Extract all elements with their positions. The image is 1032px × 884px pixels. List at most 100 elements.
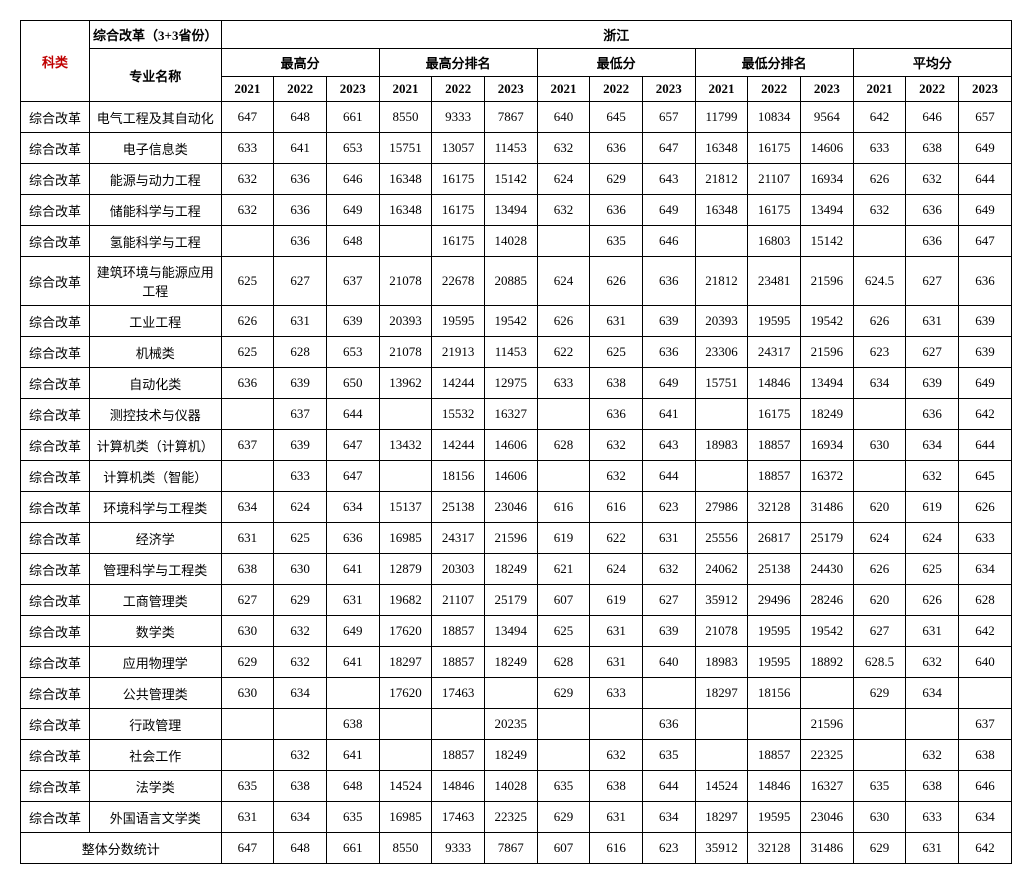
cell-value: 637 — [221, 430, 274, 461]
cell-value: 639 — [274, 430, 327, 461]
cell-value: 630 — [221, 678, 274, 709]
cell-value: 16175 — [748, 133, 801, 164]
cell-value: 631 — [590, 616, 643, 647]
cell-value: 15142 — [800, 226, 853, 257]
cell-value: 16803 — [748, 226, 801, 257]
cell-value: 14606 — [484, 430, 537, 461]
cell-value — [853, 740, 906, 771]
table-row: 综合改革工业工程62663163920393195951954262663163… — [21, 306, 1012, 337]
cell-value: 636 — [906, 399, 959, 430]
cell-value: 11799 — [695, 102, 748, 133]
cell-value: 629 — [274, 585, 327, 616]
cell-major: 自动化类 — [89, 368, 221, 399]
cell-value: 633 — [274, 461, 327, 492]
header-group-0: 最高分 — [221, 49, 379, 77]
cell-value: 17463 — [432, 802, 485, 833]
table-row: 综合改革能源与动力工程63263664616348161751514262462… — [21, 164, 1012, 195]
cell-value — [326, 678, 379, 709]
cell-value: 15137 — [379, 492, 432, 523]
cell-value: 27986 — [695, 492, 748, 523]
header-province: 浙江 — [221, 21, 1011, 49]
cell-value: 14606 — [484, 461, 537, 492]
cell-value: 623 — [642, 492, 695, 523]
cell-major: 能源与动力工程 — [89, 164, 221, 195]
cell-value: 626 — [853, 554, 906, 585]
cell-value: 634 — [959, 802, 1012, 833]
cell-major: 外国语言文学类 — [89, 802, 221, 833]
cell-value: 8550 — [379, 833, 432, 864]
cell-value: 644 — [642, 771, 695, 802]
cell-value — [537, 740, 590, 771]
cell-value: 14028 — [484, 226, 537, 257]
cell-value: 18983 — [695, 647, 748, 678]
cell-value: 633 — [959, 523, 1012, 554]
cell-value — [748, 709, 801, 740]
cell-value: 14846 — [748, 771, 801, 802]
cell-value: 632 — [537, 195, 590, 226]
cell-major: 测控技术与仪器 — [89, 399, 221, 430]
cell-value: 631 — [590, 306, 643, 337]
cell-value: 607 — [537, 585, 590, 616]
cell-value: 616 — [590, 833, 643, 864]
header-year: 2023 — [800, 77, 853, 102]
cell-value: 622 — [590, 523, 643, 554]
table-row: 综合改革环境科学与工程类6346246341513725138230466166… — [21, 492, 1012, 523]
cell-value: 626 — [590, 257, 643, 306]
cell-value: 639 — [959, 337, 1012, 368]
cell-value: 28246 — [800, 585, 853, 616]
summary-row: 整体分数统计6476486618550933378676076166233591… — [21, 833, 1012, 864]
cell-value: 12879 — [379, 554, 432, 585]
cell-value: 635 — [642, 740, 695, 771]
cell-value: 648 — [274, 102, 327, 133]
cell-kelei: 综合改革 — [21, 368, 90, 399]
cell-value: 631 — [642, 523, 695, 554]
cell-value: 642 — [959, 399, 1012, 430]
table-row: 综合改革电气工程及其自动化647648661855093337867640645… — [21, 102, 1012, 133]
cell-value: 12975 — [484, 368, 537, 399]
cell-value: 20885 — [484, 257, 537, 306]
cell-value: 644 — [959, 430, 1012, 461]
cell-value: 616 — [590, 492, 643, 523]
cell-value: 619 — [906, 492, 959, 523]
cell-value: 624 — [906, 523, 959, 554]
cell-value: 626 — [959, 492, 1012, 523]
cell-major: 计算机类（智能） — [89, 461, 221, 492]
cell-kelei: 综合改革 — [21, 164, 90, 195]
cell-value: 634 — [274, 678, 327, 709]
cell-value: 627 — [853, 616, 906, 647]
cell-value: 16348 — [695, 133, 748, 164]
cell-value: 15751 — [379, 133, 432, 164]
cell-value: 16985 — [379, 802, 432, 833]
header-group-4: 平均分 — [853, 49, 1011, 77]
cell-value: 646 — [326, 164, 379, 195]
cell-value: 634 — [853, 368, 906, 399]
cell-value — [853, 461, 906, 492]
cell-value: 25138 — [432, 492, 485, 523]
cell-value: 626 — [537, 306, 590, 337]
cell-value: 630 — [853, 430, 906, 461]
cell-value: 634 — [221, 492, 274, 523]
cell-kelei: 综合改革 — [21, 647, 90, 678]
cell-value: 18857 — [432, 647, 485, 678]
header-year: 2022 — [432, 77, 485, 102]
cell-value: 623 — [642, 833, 695, 864]
cell-value: 647 — [326, 461, 379, 492]
header-kelei: 科类 — [21, 21, 90, 102]
cell-value: 24062 — [695, 554, 748, 585]
cell-value: 624 — [590, 554, 643, 585]
cell-value — [537, 461, 590, 492]
cell-value: 16934 — [800, 164, 853, 195]
cell-value: 22678 — [432, 257, 485, 306]
cell-value: 631 — [590, 647, 643, 678]
cell-value: 632 — [274, 740, 327, 771]
cell-value: 631 — [906, 616, 959, 647]
header-year: 2021 — [537, 77, 590, 102]
cell-value — [484, 678, 537, 709]
cell-value: 647 — [221, 833, 274, 864]
table-row: 综合改革建筑环境与能源应用工程6256276372107822678208856… — [21, 257, 1012, 306]
cell-value — [695, 740, 748, 771]
cell-kelei: 综合改革 — [21, 257, 90, 306]
cell-kelei: 综合改革 — [21, 399, 90, 430]
cell-value — [379, 740, 432, 771]
score-table: 科类 综合改革（3+3省份） 浙江 专业名称 最高分 最高分排名 最低分 最低分… — [20, 20, 1012, 864]
